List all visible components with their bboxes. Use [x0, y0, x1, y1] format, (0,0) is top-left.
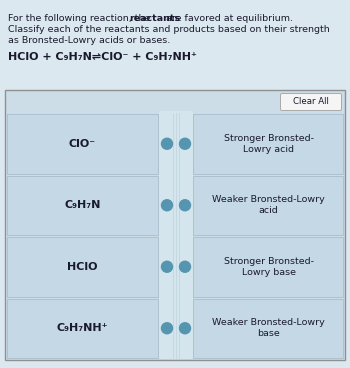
Text: C₉H₇NH⁺: C₉H₇NH⁺ — [57, 323, 108, 333]
Circle shape — [180, 261, 190, 272]
Text: Classify each of the reactants and products based on their strength: Classify each of the reactants and produ… — [8, 25, 330, 34]
Text: For the following reaction, the: For the following reaction, the — [8, 14, 153, 23]
Text: are favored at equilibrium.: are favored at equilibrium. — [163, 14, 293, 23]
Text: Stronger Bronsted-
Lowry base: Stronger Bronsted- Lowry base — [224, 257, 314, 277]
Text: Weaker Bronsted-Lowry
base: Weaker Bronsted-Lowry base — [212, 318, 325, 338]
Text: ClO⁻: ClO⁻ — [69, 139, 96, 149]
FancyBboxPatch shape — [280, 93, 342, 110]
Text: Weaker Bronsted-Lowry
acid: Weaker Bronsted-Lowry acid — [212, 195, 325, 215]
FancyBboxPatch shape — [7, 298, 158, 358]
Text: as Bronsted-Lowry acids or bases.: as Bronsted-Lowry acids or bases. — [8, 36, 170, 45]
Circle shape — [161, 261, 173, 272]
FancyBboxPatch shape — [7, 237, 158, 297]
Circle shape — [161, 200, 173, 211]
Text: HClO: HClO — [67, 262, 98, 272]
FancyBboxPatch shape — [193, 114, 343, 173]
Text: HClO + C₉H₇N⇌ClO⁻ + C₉H₇NH⁺: HClO + C₉H₇N⇌ClO⁻ + C₉H₇NH⁺ — [8, 52, 197, 62]
Circle shape — [180, 323, 190, 334]
Text: Clear All: Clear All — [293, 98, 329, 106]
Circle shape — [161, 323, 173, 334]
FancyBboxPatch shape — [7, 114, 158, 173]
FancyBboxPatch shape — [7, 176, 158, 235]
FancyBboxPatch shape — [5, 90, 345, 360]
Circle shape — [161, 138, 173, 149]
Text: C₉H₇N: C₉H₇N — [64, 200, 101, 210]
Text: reactants: reactants — [129, 14, 180, 23]
FancyBboxPatch shape — [159, 111, 193, 359]
Text: Stronger Bronsted-
Lowry acid: Stronger Bronsted- Lowry acid — [224, 134, 314, 154]
FancyBboxPatch shape — [193, 237, 343, 297]
FancyBboxPatch shape — [193, 298, 343, 358]
FancyBboxPatch shape — [193, 176, 343, 235]
Circle shape — [180, 138, 190, 149]
Circle shape — [180, 200, 190, 211]
